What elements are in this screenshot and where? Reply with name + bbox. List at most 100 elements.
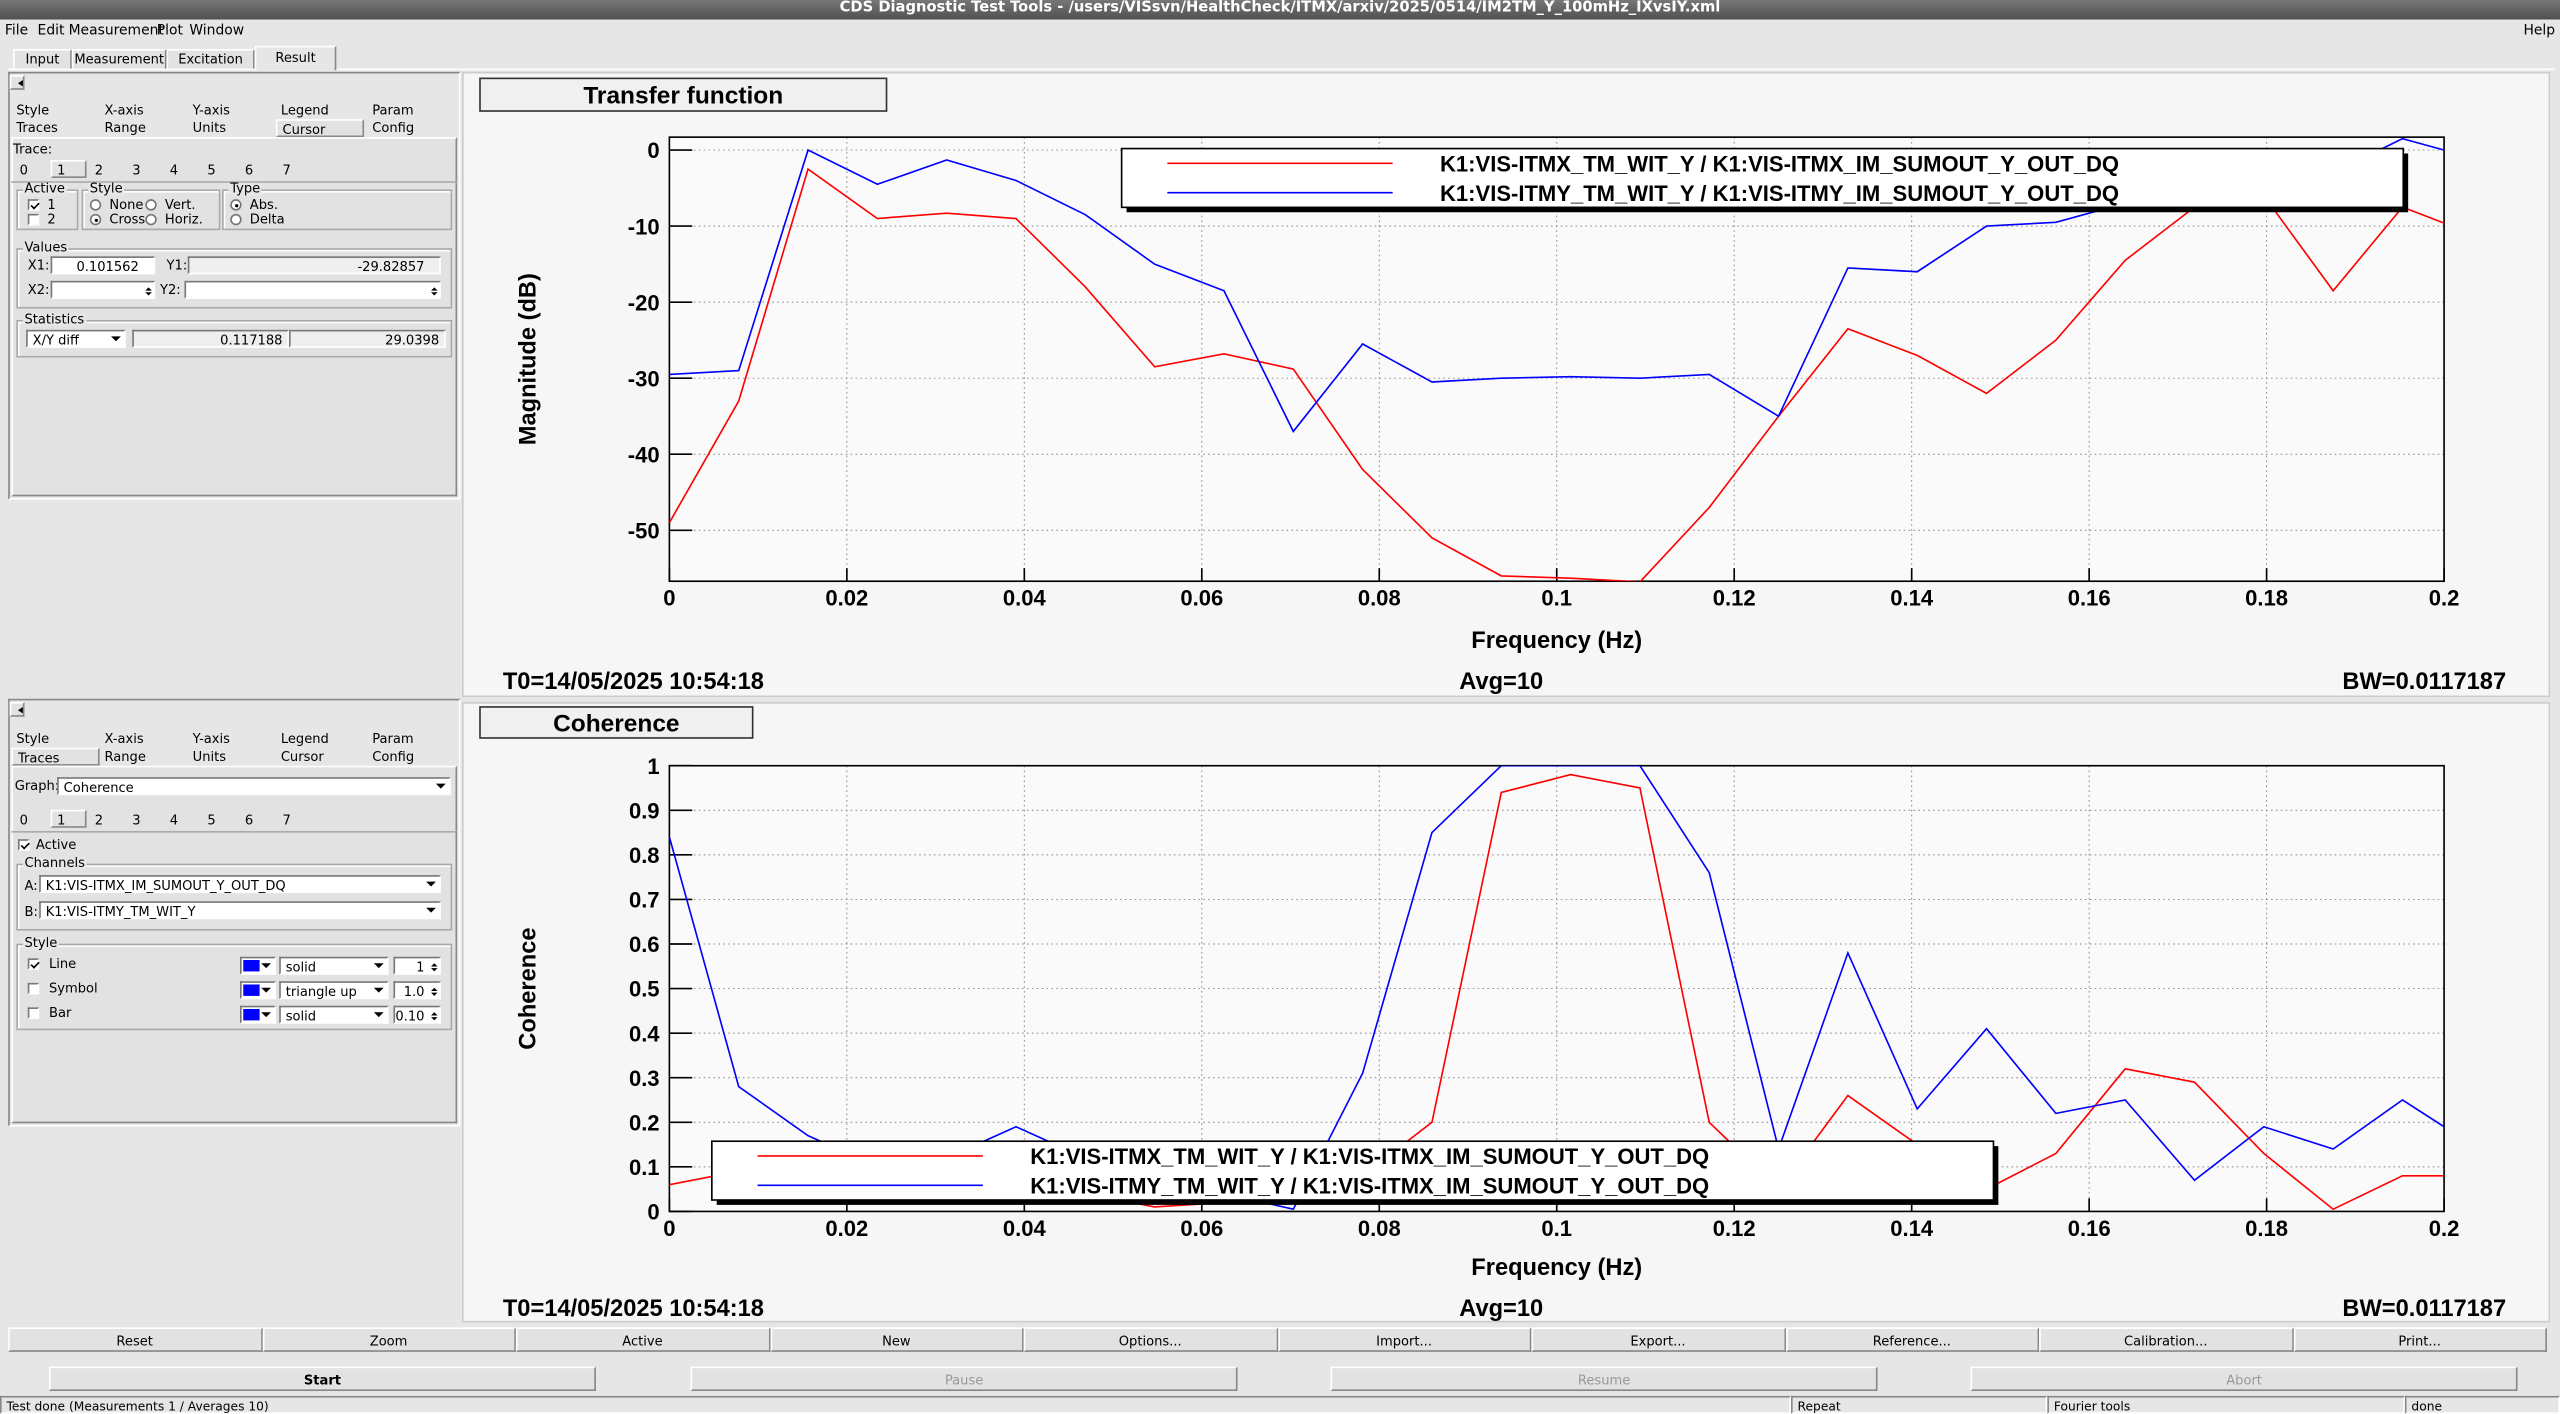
y1-field[interactable]: -29.82857 [187, 256, 441, 275]
toolbar-button[interactable]: Zoom [262, 1327, 516, 1352]
menu-item[interactable]: Edit [37, 22, 65, 40]
menu-item[interactable]: Window [189, 22, 245, 40]
panel-tab[interactable]: Cursor [275, 119, 365, 138]
statistics-y: 29.0398 [288, 329, 446, 348]
panel-tab[interactable]: Range [100, 748, 188, 766]
panel-tab[interactable]: Units [188, 748, 276, 766]
trace-tab[interactable]: 2 [88, 810, 124, 828]
style-select[interactable]: solid [279, 956, 389, 975]
menu-item[interactable]: Plot [156, 22, 183, 40]
trace-tab[interactable]: 0 [13, 810, 49, 828]
radio[interactable] [230, 199, 242, 211]
panel-tab[interactable]: Cursor [276, 748, 364, 766]
panel-tab-label: Traces [17, 751, 60, 766]
trace-tab[interactable]: 3 [126, 810, 162, 828]
panel-tab[interactable]: Style [11, 101, 99, 119]
control-button-label: Abort [2226, 1372, 2262, 1387]
color-picker[interactable] [239, 981, 276, 1000]
panel-tab[interactable]: Config [367, 748, 455, 766]
style-select[interactable]: solid [279, 1005, 389, 1024]
statistics-mode[interactable]: X/Y diff [26, 329, 126, 348]
panel-tab-label: Legend [280, 731, 329, 747]
panel-tab[interactable]: Units [188, 119, 276, 137]
collapse-button[interactable] [9, 75, 25, 90]
toolbar-button[interactable]: Print... [2293, 1327, 2547, 1352]
trace-tab[interactable]: 0 [13, 160, 49, 178]
radio[interactable] [145, 199, 157, 211]
trace-tab[interactable]: 6 [238, 810, 274, 828]
panel-tab[interactable]: Range [100, 119, 188, 137]
menu-help[interactable]: Help [2523, 22, 2556, 40]
panel-tab[interactable]: Style [11, 730, 99, 748]
main-tab[interactable]: Excitation [166, 48, 255, 69]
panel-tab[interactable]: Legend [276, 101, 364, 119]
trace-tab[interactable]: 5 [201, 160, 237, 178]
control-button[interactable]: Start [48, 1366, 596, 1392]
panel-tab[interactable]: Param [367, 730, 455, 748]
checkbox[interactable] [27, 199, 40, 211]
radio[interactable] [89, 199, 102, 211]
spin-box[interactable] [184, 280, 441, 299]
radio[interactable] [145, 213, 157, 226]
channel-a[interactable]: K1:VIS-ITMX_IM_SUMOUT_Y_OUT_DQ [39, 875, 441, 894]
toolbar-button[interactable]: Import... [1277, 1327, 1532, 1352]
color-picker[interactable] [239, 1005, 276, 1024]
graph-select[interactable]: Coherence [57, 777, 451, 796]
spin-box[interactable] [50, 280, 156, 299]
checkbox[interactable] [27, 213, 40, 226]
menu-item[interactable]: File [4, 22, 29, 40]
checkbox[interactable] [27, 958, 40, 970]
panel-tab[interactable]: Y-axis [188, 730, 276, 748]
panel-tab[interactable]: X-axis [100, 730, 188, 748]
trace-tab[interactable]: 5 [201, 810, 237, 828]
spin-box[interactable]: 1.0 [393, 981, 441, 1000]
checkbox[interactable] [17, 839, 30, 851]
checkbox[interactable] [27, 982, 40, 995]
control-button[interactable]: Pause [690, 1366, 1238, 1392]
toolbar-button[interactable]: Reference... [1785, 1327, 2040, 1352]
main-tab[interactable]: Measurement [71, 48, 167, 69]
spin-box[interactable]: 0.10 [393, 1005, 441, 1024]
main-tab[interactable]: Result [254, 45, 337, 71]
panel-tab[interactable]: Param [367, 101, 455, 119]
panel-tab[interactable]: Legend [276, 730, 364, 748]
radio[interactable] [89, 213, 102, 226]
toolbar-button[interactable]: Reset [8, 1327, 263, 1352]
toolbar-button[interactable]: Calibration... [2039, 1327, 2294, 1352]
checkbox[interactable] [27, 1007, 40, 1019]
toolbar-button[interactable]: Active [515, 1327, 770, 1352]
trace-tab[interactable]: 4 [163, 160, 199, 178]
trace-tab[interactable]: 3 [126, 160, 162, 178]
toolbar-button[interactable]: New [769, 1327, 1024, 1352]
trace-tab[interactable]: 2 [88, 160, 124, 178]
channel-b[interactable]: K1:VIS-ITMY_TM_WIT_Y [39, 901, 441, 920]
x1-field[interactable]: 0.101562 [50, 256, 156, 275]
menu-item[interactable]: Measurement [68, 22, 164, 40]
main-tab[interactable]: Input [13, 48, 72, 69]
toolbar-button[interactable]: Options... [1023, 1327, 1278, 1352]
panel-tab[interactable]: X-axis [100, 101, 188, 119]
type-item: Abs. [249, 197, 278, 213]
toolbar-button[interactable]: Export... [1531, 1327, 1786, 1352]
toolbar-button-label: Active [622, 1333, 663, 1348]
radio[interactable] [230, 213, 242, 226]
color-picker[interactable] [239, 956, 276, 975]
control-button[interactable]: Resume [1330, 1366, 1878, 1392]
style-select[interactable]: triangle up [279, 981, 389, 1000]
trace-tab[interactable]: 7 [276, 160, 312, 178]
trace-tab[interactable]: 1 [50, 160, 87, 178]
main-tab-label: Excitation [178, 52, 243, 67]
control-button[interactable]: Abort [1970, 1366, 2518, 1392]
trace-tab[interactable]: 6 [238, 160, 274, 178]
panel-tab[interactable]: Traces [11, 747, 100, 766]
panel-tab[interactable]: Config [367, 119, 455, 137]
panel-tab[interactable]: Traces [11, 119, 99, 137]
panel-tab[interactable]: Y-axis [188, 101, 276, 119]
collapse-button[interactable] [9, 702, 25, 717]
color-swatch [243, 984, 260, 996]
trace-tab[interactable]: 7 [276, 810, 312, 828]
trace-tab[interactable]: 1 [50, 809, 87, 828]
trace-tab[interactable]: 4 [163, 810, 199, 828]
spin-box[interactable]: 1 [393, 956, 441, 975]
